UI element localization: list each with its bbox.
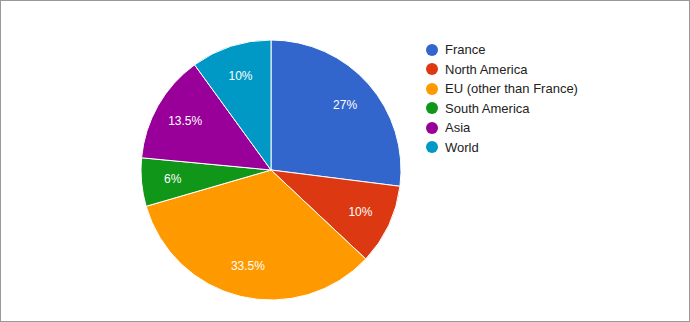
html-text:World: World	[445, 139, 479, 155]
svg-text:27%: 27%	[333, 98, 357, 112]
svg-text:6%: 6%	[164, 172, 182, 186]
html-text:France: France	[445, 42, 486, 58]
svg-text:10%: 10%	[348, 205, 372, 219]
html-text:EU (other than France): EU (other than France)	[445, 81, 578, 97]
html-text:Asia: Asia	[445, 120, 471, 136]
html-text:South America: South America	[445, 100, 530, 116]
html-text:North America: North America	[445, 61, 528, 77]
svg-text:13.5%: 13.5%	[168, 114, 202, 128]
svg-text:33.5%: 33.5%	[231, 259, 265, 273]
svg-text:10%: 10%	[228, 69, 252, 83]
